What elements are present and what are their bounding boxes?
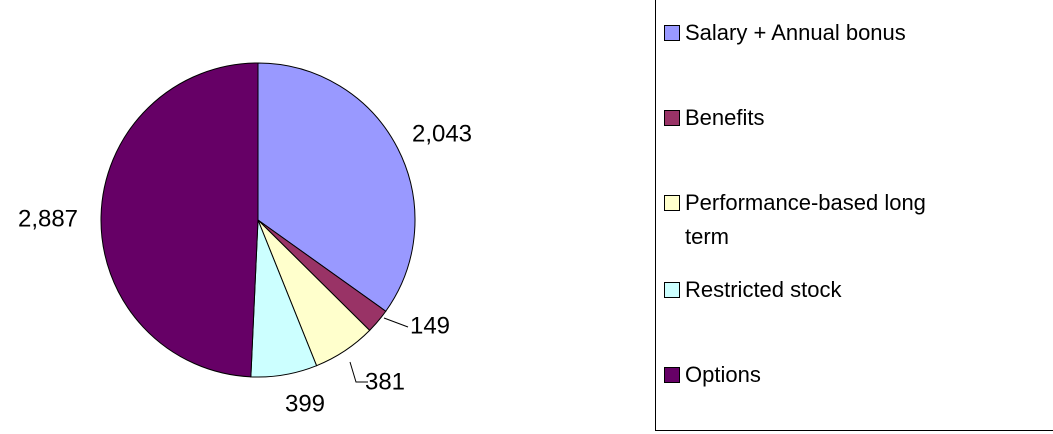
legend-item: Restricted stock xyxy=(664,273,842,307)
legend-label: Restricted stock xyxy=(685,277,842,302)
data-label: 399 xyxy=(285,390,325,417)
data-label: 149 xyxy=(410,312,450,339)
legend-item: Performance-based long term xyxy=(664,186,955,254)
legend-item: Options xyxy=(664,358,761,392)
leader-line xyxy=(383,317,409,328)
legend-swatch xyxy=(664,110,680,126)
data-label: 2,887 xyxy=(18,205,78,232)
pie-slice xyxy=(257,62,416,312)
legend-swatch xyxy=(664,25,680,41)
legend-item: Benefits xyxy=(664,101,765,135)
legend-label: Options xyxy=(685,362,761,387)
data-label: 381 xyxy=(365,368,405,395)
pie-slice xyxy=(100,62,259,378)
chart: 2,043 149 381 399 2,887 xyxy=(18,62,472,417)
legend-swatch xyxy=(664,282,680,298)
legend: Salary + Annual bonus Benefits Performance… xyxy=(655,0,1053,431)
data-label: 2,043 xyxy=(412,120,472,147)
legend-swatch xyxy=(664,195,680,211)
leader-line xyxy=(349,361,368,383)
legend-label: Salary + Annual bonus xyxy=(685,20,906,45)
legend-label: Performance-based long term xyxy=(685,190,926,249)
legend-label: Benefits xyxy=(685,105,765,130)
legend-swatch xyxy=(664,367,680,383)
legend-item: Salary + Annual bonus xyxy=(664,16,906,50)
